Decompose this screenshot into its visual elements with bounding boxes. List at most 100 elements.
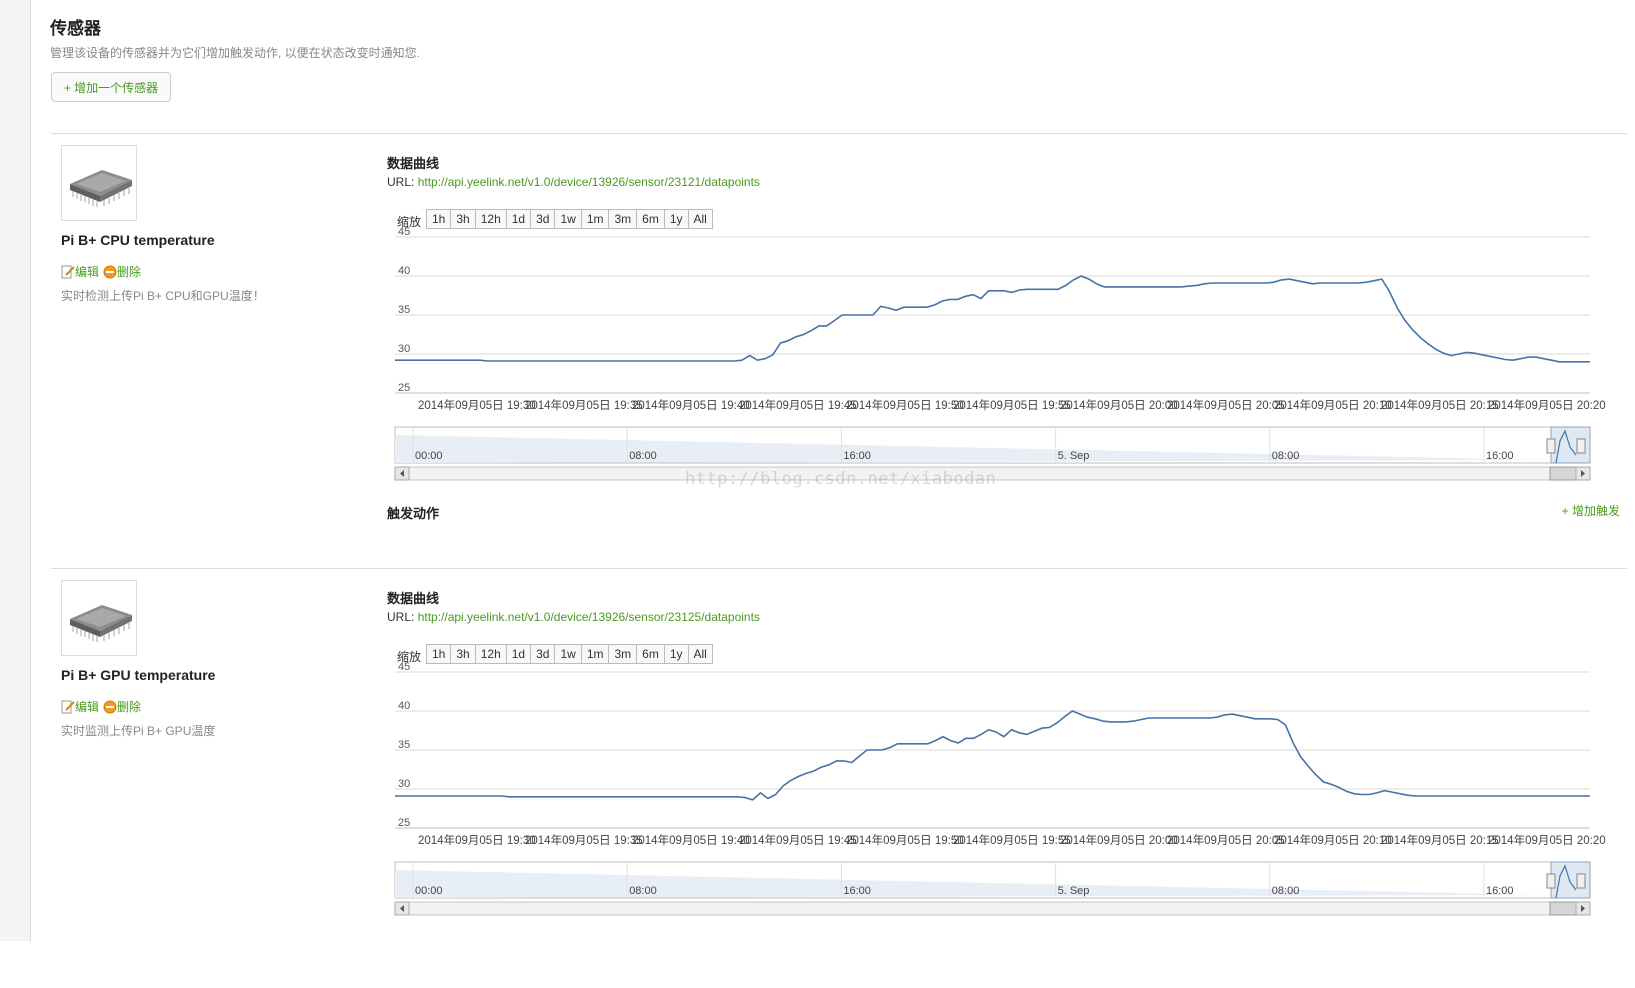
x-tick-label: 2014年09月05日 19:55 [953, 398, 1071, 412]
navigator-tick-label: 08:00 [1272, 450, 1300, 462]
zoom-6m-button[interactable]: 6m [636, 209, 665, 229]
delete-label: 删除 [117, 265, 142, 279]
navigator-tick-label: 00:00 [415, 885, 443, 897]
zoom-1m-button[interactable]: 1m [580, 644, 610, 664]
zoom-1h-button[interactable]: 1h [426, 209, 452, 229]
navigator-tick-label: 16:00 [843, 450, 871, 462]
navigator-handle-left[interactable] [1546, 438, 1556, 454]
delete-icon [103, 265, 117, 278]
api-url-line: URL: http://api.yeelink.net/v1.0/device/… [387, 610, 760, 624]
edit-label: 编辑 [75, 700, 100, 714]
x-tick-label: 2014年09月05日 19:40 [632, 833, 750, 847]
zoom-1y-button[interactable]: 1y [663, 644, 689, 664]
navigator-tick-label: 08:00 [1272, 885, 1300, 897]
api-url-link[interactable]: http://api.yeelink.net/v1.0/device/13926… [417, 175, 760, 189]
data-curve-heading: 数据曲线 [387, 156, 440, 171]
sensor-name: Pi B+ GPU temperature [61, 667, 216, 683]
navigator-series [395, 435, 1545, 463]
x-tick-label: 2014年09月05日 20:15 [1381, 398, 1499, 412]
zoom-1y-button[interactable]: 1y [663, 209, 689, 229]
sensor-actions: 编辑 删除 [61, 263, 145, 280]
navigator-handle-right[interactable] [1576, 438, 1586, 454]
scrollbar-track[interactable] [394, 901, 1591, 916]
y-tick-label: 25 [398, 817, 410, 829]
url-prefix: URL: [387, 610, 418, 624]
zoom-1d-button[interactable]: 1d [505, 644, 532, 664]
sensor-card: Pi B+ CPU temperature 编辑 删除 实时检测上传Pi B+ … [0, 133, 1635, 553]
api-url-link[interactable]: http://api.yeelink.net/v1.0/device/13926… [417, 610, 760, 624]
zoom-all-button[interactable]: All [687, 644, 713, 664]
scrollbar-thumb[interactable] [1549, 901, 1577, 916]
delete-label: 删除 [117, 700, 142, 714]
zoom-3m-button[interactable]: 3m [608, 209, 638, 229]
y-tick-label: 30 [398, 343, 410, 355]
sensor-actions: 编辑 删除 [61, 698, 145, 715]
y-tick-label: 25 [398, 382, 410, 394]
zoom-6m-button[interactable]: 6m [636, 644, 665, 664]
page-title: 传感器 [50, 19, 101, 38]
watermark-text: http://blog.csdn.net/xiabodan [685, 469, 997, 489]
navigator-tick-label: 5. Sep [1058, 885, 1090, 897]
y-tick-label: 45 [398, 226, 410, 238]
x-tick-label: 2014年09月05日 20:10 [1274, 398, 1392, 412]
x-tick-label: 2014年09月05日 20:05 [1167, 398, 1285, 412]
edit-label: 编辑 [75, 265, 100, 279]
y-tick-label: 30 [398, 778, 410, 790]
arrow-right-icon [1581, 905, 1585, 912]
zoom-3d-button[interactable]: 3d [530, 644, 556, 664]
zoom-buttons: 1h 3h 12h 1d 3d 1w 1m 3m 6m 1y All [426, 644, 713, 664]
arrow-right-icon [1581, 470, 1585, 477]
x-tick-label: 2014年09月05日 19:40 [632, 398, 750, 412]
zoom-3d-button[interactable]: 3d [530, 209, 556, 229]
x-tick-label: 2014年09月05日 19:35 [525, 833, 643, 847]
sensor-card: Pi B+ GPU temperature 编辑 删除 实时监测上传Pi B+ … [0, 568, 1635, 988]
zoom-1w-button[interactable]: 1w [554, 209, 582, 229]
left-rail [0, 0, 31, 941]
x-tick-label: 2014年09月05日 19:45 [739, 833, 857, 847]
x-tick-label: 2014年09月05日 19:35 [525, 398, 643, 412]
y-tick-label: 45 [398, 661, 410, 673]
zoom-label: 缩放 [397, 215, 422, 229]
url-prefix: URL: [387, 175, 418, 189]
zoom-1d-button[interactable]: 1d [505, 209, 532, 229]
edit-icon [61, 700, 75, 713]
section-divider [51, 133, 1627, 134]
zoom-1w-button[interactable]: 1w [554, 644, 582, 664]
data-curve-heading: 数据曲线 [387, 591, 440, 606]
series-line [395, 710, 1590, 801]
navigator-handle-right[interactable] [1576, 873, 1586, 889]
x-tick-label: 2014年09月05日 20:00 [1060, 833, 1178, 847]
navigator-handle-left[interactable] [1546, 873, 1556, 889]
x-tick-label: 2014年09月05日 20:15 [1381, 833, 1499, 847]
add-sensor-button[interactable]: + 增加一个传感器 [51, 72, 171, 102]
x-tick-label: 2014年09月05日 19:30 [418, 833, 536, 847]
page-description: 管理该设备的传感器并为它们增加触发动作, 以便在状态改变时通知您. [50, 46, 421, 60]
zoom-12h-button[interactable]: 12h [474, 644, 507, 664]
zoom-all-button[interactable]: All [687, 209, 713, 229]
navigator-tick-label: 08:00 [629, 450, 657, 462]
navigator-tick-label: 5. Sep [1058, 450, 1090, 462]
x-tick-label: 2014年09月05日 19:50 [846, 833, 964, 847]
scrollbar-thumb[interactable] [1549, 466, 1577, 481]
delete-link[interactable]: 删除 [103, 698, 141, 715]
api-url-line: URL: http://api.yeelink.net/v1.0/device/… [387, 175, 760, 189]
navigator-tick-label: 16:00 [1486, 885, 1514, 897]
sensor-description: 实时监测上传Pi B+ GPU温度 [61, 724, 216, 738]
edit-link[interactable]: 编辑 [61, 263, 99, 280]
zoom-12h-button[interactable]: 12h [474, 209, 507, 229]
zoom-1h-button[interactable]: 1h [426, 644, 452, 664]
y-tick-label: 40 [398, 265, 410, 277]
add-trigger-link[interactable]: + 增加触发 [1561, 504, 1620, 518]
delete-link[interactable]: 删除 [103, 263, 141, 280]
x-tick-label: 2014年09月05日 19:30 [418, 398, 536, 412]
edit-link[interactable]: 编辑 [61, 698, 99, 715]
zoom-label: 缩放 [397, 650, 422, 664]
x-tick-label: 2014年09月05日 20:20 [1488, 833, 1606, 847]
zoom-3h-button[interactable]: 3h [450, 644, 476, 664]
zoom-1m-button[interactable]: 1m [580, 209, 610, 229]
zoom-3m-button[interactable]: 3m [608, 644, 638, 664]
zoom-3h-button[interactable]: 3h [450, 209, 476, 229]
y-tick-label: 35 [398, 739, 410, 751]
navigator-mini-line [1555, 429, 1577, 464]
